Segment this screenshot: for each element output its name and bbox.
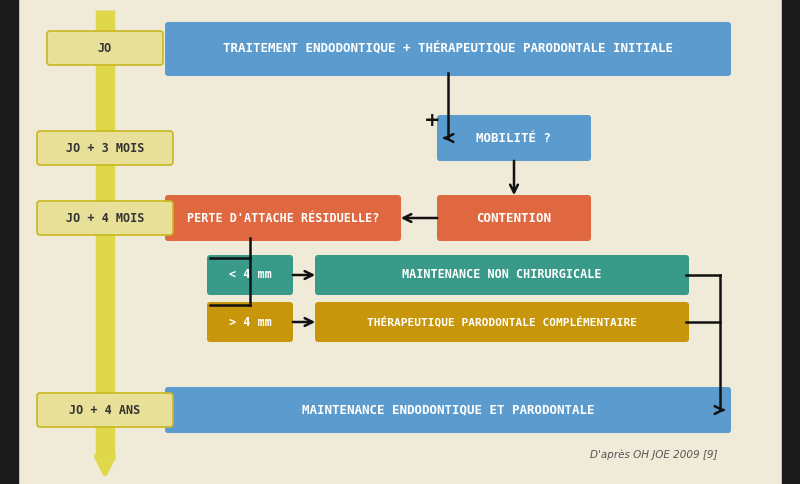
FancyBboxPatch shape [165,387,731,433]
Text: > 4 mm: > 4 mm [229,316,271,329]
FancyBboxPatch shape [315,302,689,342]
FancyBboxPatch shape [207,255,293,295]
FancyBboxPatch shape [437,115,591,161]
FancyBboxPatch shape [37,131,173,165]
Text: JO + 4 ANS: JO + 4 ANS [70,404,141,417]
Text: < 4 mm: < 4 mm [229,269,271,282]
Text: JO + 4 MOIS: JO + 4 MOIS [66,212,144,225]
FancyBboxPatch shape [47,31,163,65]
FancyBboxPatch shape [37,201,173,235]
Text: PERTE D'ATTACHE RÉSIDUELLE?: PERTE D'ATTACHE RÉSIDUELLE? [187,212,379,225]
Text: CONTENTION: CONTENTION [477,212,551,225]
FancyBboxPatch shape [165,22,731,76]
Bar [0,0,18,484]
Bar [782,0,800,484]
Text: JO: JO [98,42,112,55]
Text: TRAITEMENT ENDODONTIQUE + THÉRAPEUTIQUE PARODONTALE INITIALE: TRAITEMENT ENDODONTIQUE + THÉRAPEUTIQUE … [223,43,673,56]
Text: MAINTENANCE NON CHIRURGICALE: MAINTENANCE NON CHIRURGICALE [402,269,602,282]
FancyBboxPatch shape [165,195,401,241]
Text: D'après OH JOE 2009 [9]: D'après OH JOE 2009 [9] [590,450,718,460]
FancyBboxPatch shape [37,393,173,427]
Text: +: + [424,110,440,130]
FancyBboxPatch shape [437,195,591,241]
FancyBboxPatch shape [315,255,689,295]
Text: MOBILITÉ ?: MOBILITÉ ? [477,132,551,145]
Text: MAINTENANCE ENDODONTIQUE ET PARODONTALE: MAINTENANCE ENDODONTIQUE ET PARODONTALE [302,404,594,417]
Text: THÉRAPEUTIQUE PARODONTALE COMPLÉMENTAIRE: THÉRAPEUTIQUE PARODONTALE COMPLÉMENTAIRE [367,317,637,328]
FancyBboxPatch shape [207,302,293,342]
Text: JO + 3 MOIS: JO + 3 MOIS [66,141,144,154]
